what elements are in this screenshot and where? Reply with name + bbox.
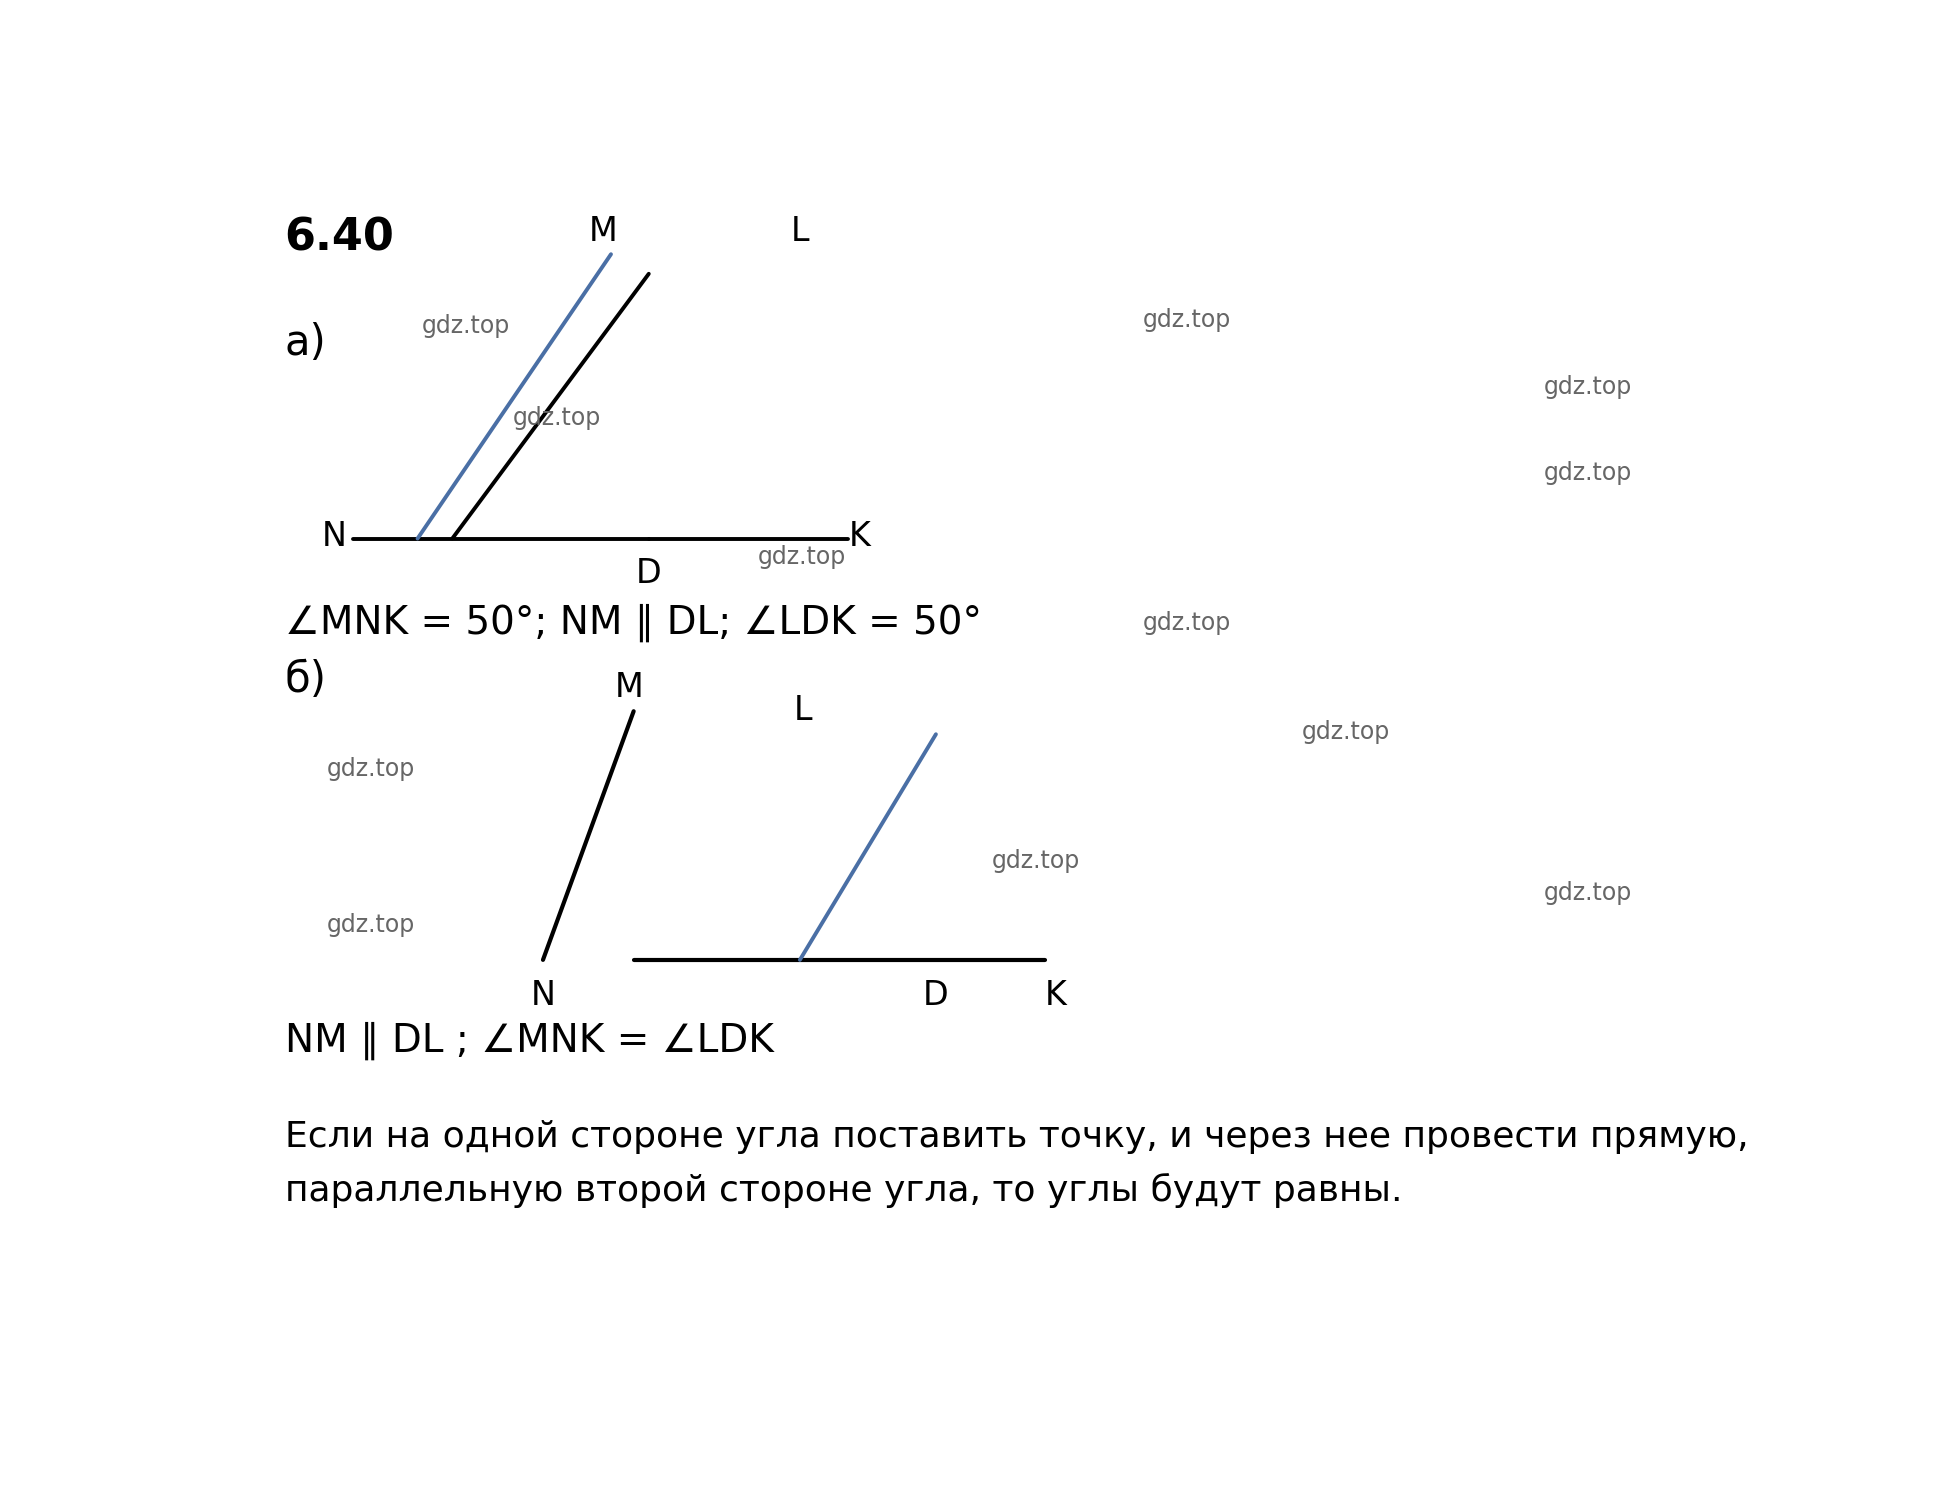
Text: N: N xyxy=(530,979,556,1012)
Text: M: M xyxy=(589,215,618,248)
Text: L: L xyxy=(794,694,811,728)
Text: gdz.top: gdz.top xyxy=(757,546,846,570)
Text: Если на одной стороне угла поставить точку, и через нее провести прямую,: Если на одной стороне угла поставить точ… xyxy=(285,1120,1749,1154)
Text: б): б) xyxy=(285,659,326,701)
Text: gdz.top: gdz.top xyxy=(1143,308,1230,332)
Text: а): а) xyxy=(285,321,326,363)
Text: gdz.top: gdz.top xyxy=(1544,375,1632,399)
Text: NM ∥ DL ; ∠MNK = ∠LDK: NM ∥ DL ; ∠MNK = ∠LDK xyxy=(285,1021,774,1060)
Text: 6.40: 6.40 xyxy=(285,217,394,259)
Text: gdz.top: gdz.top xyxy=(993,849,1080,873)
Text: ∠MNK = 50°; NM ∥ DL; ∠LDK = 50°: ∠MNK = 50°; NM ∥ DL; ∠LDK = 50° xyxy=(285,604,981,641)
Text: K: K xyxy=(1045,979,1067,1012)
Text: M: M xyxy=(614,671,644,704)
Text: параллельную второй стороне угла, то углы будут равны.: параллельную второй стороне угла, то угл… xyxy=(285,1172,1402,1208)
Text: L: L xyxy=(790,215,809,248)
Text: gdz.top: gdz.top xyxy=(1303,721,1390,745)
Text: D: D xyxy=(922,979,950,1012)
Text: N: N xyxy=(322,520,347,553)
Text: gdz.top: gdz.top xyxy=(513,405,601,429)
Text: D: D xyxy=(636,558,661,591)
Text: gdz.top: gdz.top xyxy=(1544,460,1632,484)
Text: K: K xyxy=(848,520,870,553)
Text: gdz.top: gdz.top xyxy=(1143,610,1230,634)
Text: gdz.top: gdz.top xyxy=(328,756,415,780)
Text: gdz.top: gdz.top xyxy=(421,314,511,338)
Text: gdz.top: gdz.top xyxy=(1544,881,1632,904)
Text: gdz.top: gdz.top xyxy=(328,913,415,937)
